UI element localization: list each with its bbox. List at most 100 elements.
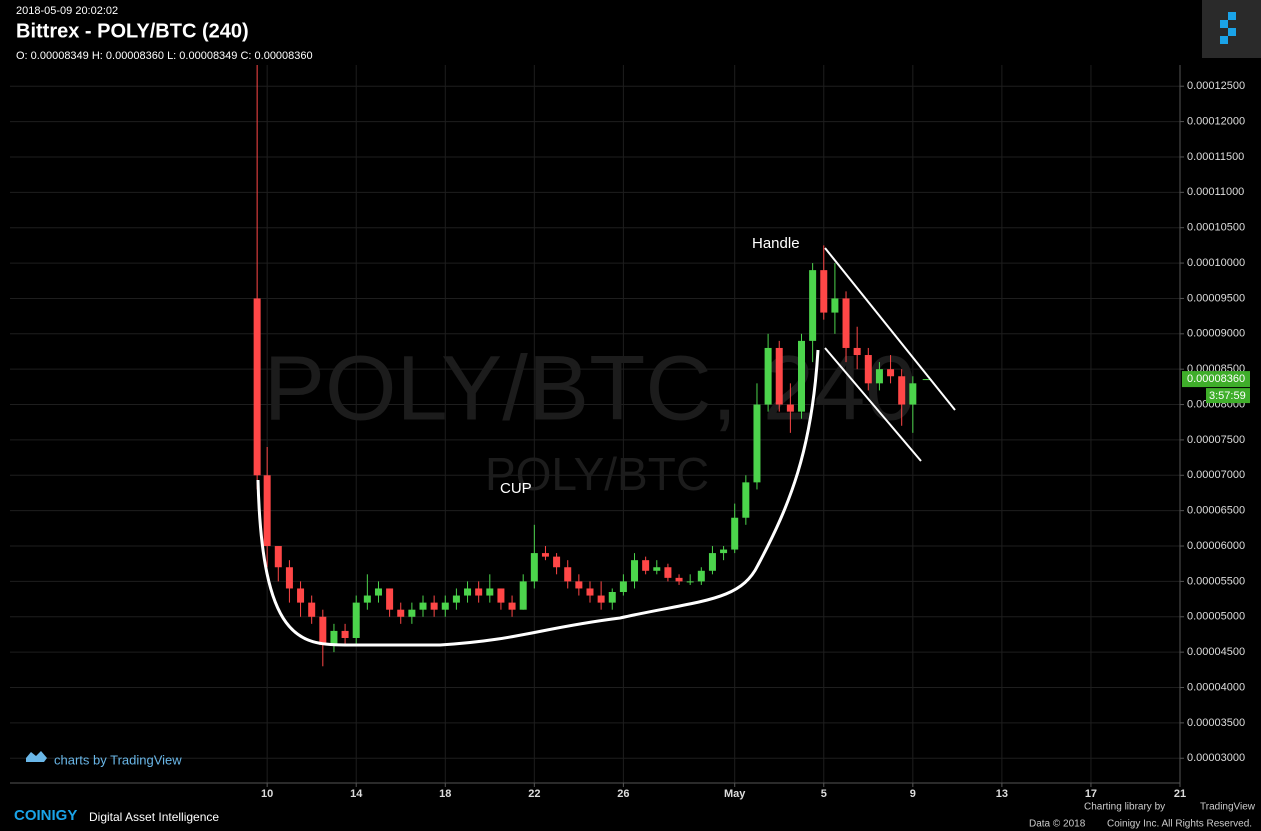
y-tick-label: 0.00010500 bbox=[1187, 222, 1245, 234]
x-tick-label: 18 bbox=[439, 788, 451, 800]
rights: Coinigy Inc. All Rights Reserved. bbox=[1107, 819, 1252, 830]
candle-body bbox=[441, 602, 449, 610]
candle-body bbox=[452, 595, 460, 603]
logo bbox=[1220, 12, 1236, 44]
candle-body bbox=[374, 588, 382, 596]
y-tick-label: 0.00003000 bbox=[1187, 752, 1245, 764]
countdown-box bbox=[1206, 388, 1250, 404]
ohlc: O: 0.00008349 H: 0.00008360 L: 0.0000834… bbox=[16, 50, 313, 62]
y-tick-label: 0.00012000 bbox=[1187, 115, 1245, 127]
candle-body bbox=[831, 298, 839, 313]
x-tick-label: 22 bbox=[528, 788, 540, 800]
y-tick-label: 0.00010000 bbox=[1187, 257, 1245, 269]
candle-body bbox=[597, 595, 605, 603]
candle-body bbox=[386, 588, 394, 610]
candle-body bbox=[775, 347, 783, 405]
candle-body bbox=[653, 567, 661, 571]
candle-body bbox=[898, 376, 906, 405]
y-tick-label: 0.00009500 bbox=[1187, 292, 1245, 304]
last-price-label: 0.00008360 bbox=[1187, 373, 1245, 385]
candle-body bbox=[809, 270, 817, 341]
copyright: Data © 2018 bbox=[1029, 819, 1086, 830]
grid bbox=[10, 65, 1181, 783]
candle-body bbox=[519, 581, 527, 610]
candle-body bbox=[330, 630, 338, 646]
candle-body bbox=[664, 567, 672, 578]
candle-body bbox=[363, 595, 371, 603]
candle-body bbox=[731, 517, 739, 550]
candle-body bbox=[430, 602, 438, 610]
annotation: Handle bbox=[752, 235, 800, 252]
handle-line bbox=[824, 347, 922, 462]
candle-body bbox=[887, 369, 895, 377]
y-tick-label: 0.00007000 bbox=[1187, 469, 1245, 481]
candles bbox=[253, 65, 930, 667]
candle-body bbox=[475, 588, 483, 596]
candle-body bbox=[842, 298, 850, 348]
candle-body bbox=[675, 577, 683, 582]
y-tick-label: 0.00004500 bbox=[1187, 646, 1245, 658]
candle-body bbox=[742, 482, 750, 518]
countdown: 3:57:59 bbox=[1209, 390, 1246, 402]
y-tick-label: 0.00012500 bbox=[1187, 80, 1245, 92]
x-tick-label: 5 bbox=[821, 788, 827, 800]
tagline: Digital Asset Intelligence bbox=[89, 810, 219, 824]
y-tick-label: 0.00006000 bbox=[1187, 540, 1245, 552]
candle-body bbox=[352, 602, 360, 638]
y-tick-label: 0.00005500 bbox=[1187, 575, 1245, 587]
x-tick-label: 9 bbox=[910, 788, 916, 800]
candle-body bbox=[864, 355, 872, 384]
candle-body bbox=[297, 588, 305, 603]
y-tick-label: 0.00003500 bbox=[1187, 717, 1245, 729]
candle-body bbox=[253, 298, 261, 476]
candle-body bbox=[753, 404, 761, 483]
candle-body bbox=[464, 588, 472, 596]
candle-body bbox=[708, 553, 716, 571]
candle-body bbox=[608, 592, 616, 603]
candle-body bbox=[497, 588, 505, 603]
candle-body bbox=[720, 549, 728, 554]
candle-body bbox=[586, 588, 594, 596]
y-tick-label: 0.00011000 bbox=[1187, 186, 1244, 198]
x-tick-label: 10 bbox=[261, 788, 273, 800]
candle-body bbox=[541, 553, 549, 557]
x-tick-label: 26 bbox=[617, 788, 629, 800]
y-tick-label: 0.00007500 bbox=[1187, 434, 1245, 446]
candle-body bbox=[619, 581, 627, 593]
candle-body bbox=[853, 347, 861, 356]
candle-body bbox=[786, 404, 794, 412]
branding[interactable]: charts by TradingView bbox=[54, 752, 182, 767]
candle-body bbox=[686, 581, 694, 583]
library-name[interactable]: TradingView bbox=[1200, 802, 1256, 813]
y-tick-label: 0.00006500 bbox=[1187, 505, 1245, 517]
candle-body bbox=[575, 581, 583, 589]
candle-body bbox=[553, 556, 561, 568]
candle-body bbox=[798, 340, 806, 412]
y-tick-label: 0.00011500 bbox=[1187, 151, 1244, 163]
brand: COINIGY bbox=[14, 807, 77, 824]
candle-body bbox=[564, 567, 572, 582]
candle-body bbox=[319, 616, 327, 646]
candle-body bbox=[530, 553, 538, 582]
candle-body bbox=[642, 560, 650, 571]
y-tick-label: 0.00009000 bbox=[1187, 328, 1245, 340]
library: Charting library by bbox=[1084, 802, 1165, 813]
candle-body bbox=[397, 609, 405, 617]
candle-body bbox=[274, 546, 282, 568]
handle-line bbox=[824, 247, 956, 411]
watermark-sub: POLY/BTC bbox=[485, 448, 709, 500]
x-tick-label: 21 bbox=[1174, 788, 1186, 800]
cup-drawing bbox=[256, 349, 820, 647]
candle-body bbox=[486, 588, 494, 596]
x-tick-label: 17 bbox=[1085, 788, 1097, 800]
candle-body bbox=[909, 383, 917, 405]
candle-body bbox=[419, 602, 427, 610]
candle-body bbox=[697, 570, 705, 582]
candle-body bbox=[263, 475, 271, 547]
candle-body bbox=[820, 270, 828, 313]
candle-body bbox=[875, 369, 883, 384]
timestamp: 2018-05-09 20:02:02 bbox=[16, 5, 118, 17]
candle-body bbox=[631, 560, 639, 582]
